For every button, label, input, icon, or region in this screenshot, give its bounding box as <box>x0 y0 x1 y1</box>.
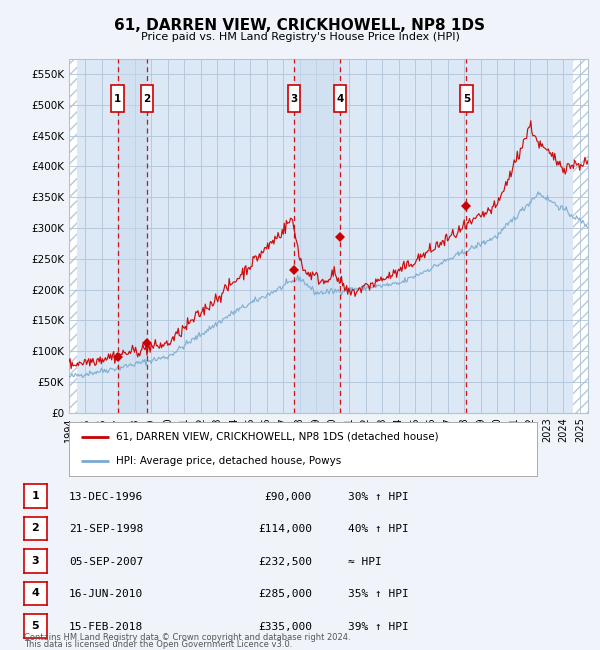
Bar <box>294 58 340 413</box>
FancyBboxPatch shape <box>140 85 153 112</box>
FancyBboxPatch shape <box>334 85 346 112</box>
Text: 5: 5 <box>463 94 470 103</box>
FancyBboxPatch shape <box>460 85 473 112</box>
Text: Contains HM Land Registry data © Crown copyright and database right 2024.: Contains HM Land Registry data © Crown c… <box>24 633 350 642</box>
Text: £90,000: £90,000 <box>265 491 312 502</box>
Text: 13-DEC-1996: 13-DEC-1996 <box>69 491 143 502</box>
Text: 16-JUN-2010: 16-JUN-2010 <box>69 589 143 599</box>
Text: £232,500: £232,500 <box>258 556 312 567</box>
Text: 4: 4 <box>31 588 40 599</box>
Bar <box>69 58 77 413</box>
FancyBboxPatch shape <box>288 85 301 112</box>
Text: This data is licensed under the Open Government Licence v3.0.: This data is licensed under the Open Gov… <box>24 640 292 649</box>
Text: 5: 5 <box>32 621 39 631</box>
Text: 39% ↑ HPI: 39% ↑ HPI <box>348 621 409 632</box>
Text: 15-FEB-2018: 15-FEB-2018 <box>69 621 143 632</box>
FancyBboxPatch shape <box>112 85 124 112</box>
Text: 3: 3 <box>32 556 39 566</box>
Text: 4: 4 <box>337 94 344 103</box>
Text: £285,000: £285,000 <box>258 589 312 599</box>
Text: 61, DARREN VIEW, CRICKHOWELL, NP8 1DS (detached house): 61, DARREN VIEW, CRICKHOWELL, NP8 1DS (d… <box>116 432 439 442</box>
Text: 21-SEP-1998: 21-SEP-1998 <box>69 524 143 534</box>
Bar <box>118 58 147 413</box>
Text: HPI: Average price, detached house, Powys: HPI: Average price, detached house, Powy… <box>116 456 341 467</box>
Text: £335,000: £335,000 <box>258 621 312 632</box>
Text: Price paid vs. HM Land Registry's House Price Index (HPI): Price paid vs. HM Land Registry's House … <box>140 32 460 42</box>
Text: 40% ↑ HPI: 40% ↑ HPI <box>348 524 409 534</box>
Text: 1: 1 <box>114 94 121 103</box>
Text: ≈ HPI: ≈ HPI <box>348 556 382 567</box>
Text: 2: 2 <box>32 523 39 534</box>
Text: 30% ↑ HPI: 30% ↑ HPI <box>348 491 409 502</box>
Text: 35% ↑ HPI: 35% ↑ HPI <box>348 589 409 599</box>
Bar <box>573 58 588 413</box>
Text: 3: 3 <box>290 94 298 103</box>
Text: 2: 2 <box>143 94 151 103</box>
Text: 61, DARREN VIEW, CRICKHOWELL, NP8 1DS: 61, DARREN VIEW, CRICKHOWELL, NP8 1DS <box>115 18 485 33</box>
Text: 05-SEP-2007: 05-SEP-2007 <box>69 556 143 567</box>
Text: £114,000: £114,000 <box>258 524 312 534</box>
Text: 1: 1 <box>32 491 39 501</box>
